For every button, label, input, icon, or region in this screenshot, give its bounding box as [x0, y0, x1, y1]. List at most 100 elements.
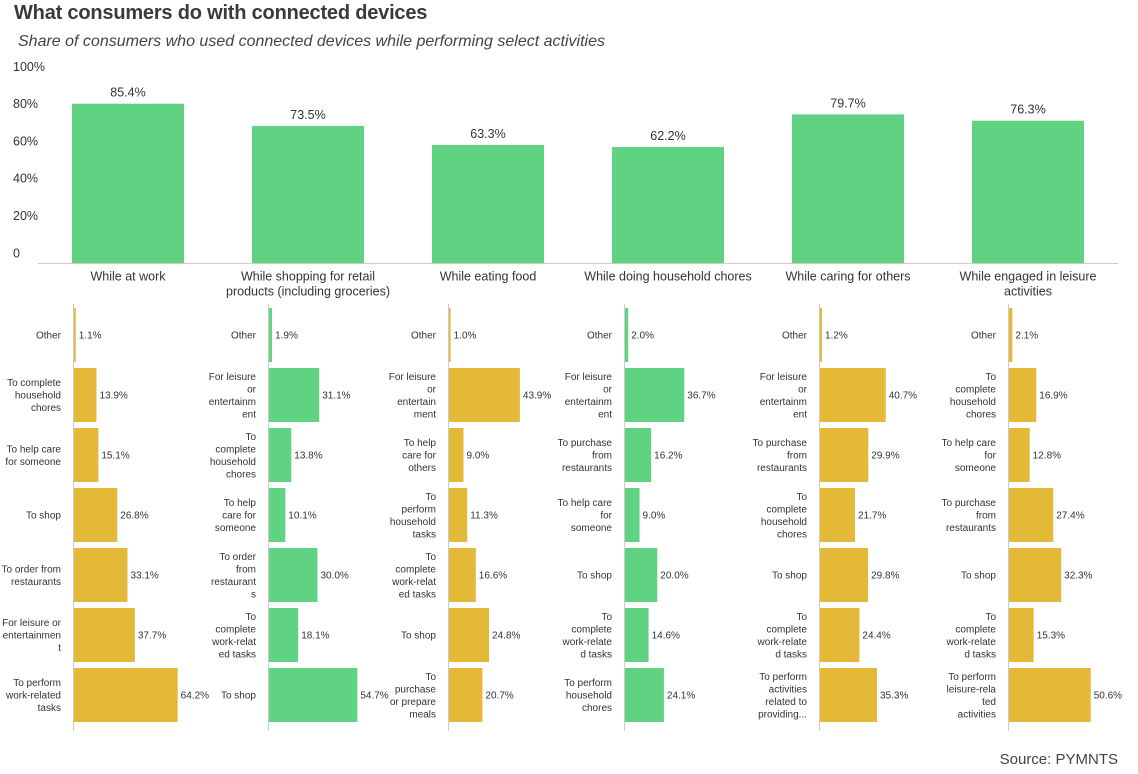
panel-3-bar-1	[449, 308, 451, 362]
panel-3-bar-3	[449, 428, 464, 482]
panel-3-category-label: For leisure or entertain ment	[389, 372, 437, 421]
panel-3-bar-label: 1.0%	[454, 331, 477, 342]
panel-6-category-label: To shop	[961, 571, 996, 582]
bar-data-label: 73.5%	[290, 108, 325, 122]
panel-6-bar-5	[1009, 548, 1062, 602]
panel-3-category-label: To help care for others	[402, 438, 437, 474]
panel-2-category-label: To complete work-relat ed tasks	[211, 612, 256, 661]
panel-5-bar-label: 21.7%	[858, 511, 886, 522]
panel-4-bar-4	[625, 488, 640, 542]
panel-1-category-label: To perform work-related tasks	[5, 678, 61, 714]
panel-1-bar-label: 26.8%	[120, 511, 148, 522]
bar-data-label: 62.2%	[650, 129, 685, 143]
panel-4-bar-label: 20.0%	[660, 571, 688, 582]
y-tick-label: 80%	[13, 97, 38, 111]
panel-4-bar-label: 14.6%	[652, 631, 680, 642]
panel-1-bar-2	[74, 368, 97, 422]
panel-5-bar-4	[820, 488, 856, 542]
panel-4-bar-label: 36.7%	[687, 391, 715, 402]
bar-5	[792, 114, 904, 263]
panel-6-category-label: To complete household chores	[950, 372, 997, 421]
x-tick-label: While engaged in leisure activities	[960, 269, 1097, 298]
panel-6-bar-label: 12.8%	[1033, 451, 1061, 462]
panel-5-bar-label: 29.8%	[871, 571, 899, 582]
panel-5-bar-6	[820, 608, 860, 662]
panel-5-category-label: To shop	[772, 571, 807, 582]
y-tick-label: 0	[13, 246, 20, 260]
panel-5-bar-5	[820, 548, 869, 602]
panel-4-category-label: For leisure or entertainm ent	[565, 372, 613, 421]
panel-4-bar-5	[625, 548, 658, 602]
y-tick-label: 40%	[13, 172, 38, 186]
bar-2	[252, 125, 364, 263]
panel-6-bar-2	[1009, 368, 1037, 422]
panel-2-bar-label: 18.1%	[301, 631, 329, 642]
panel-2-category-label: To shop	[221, 691, 256, 702]
panel-5-category-label: To complete work-relate d tasks	[757, 612, 808, 661]
panel-4-bar-6	[625, 608, 649, 662]
panel-1-bar-6	[74, 608, 135, 662]
panel-3-bar-label: 24.8%	[492, 631, 520, 642]
panel-3-category-label: To perform household tasks	[390, 492, 437, 541]
panel-1-bar-label: 1.1%	[79, 331, 102, 342]
panel-6-bar-6	[1009, 608, 1034, 662]
panel-2-bar-4	[269, 488, 286, 542]
panel-5-category-label: To perform activities related to providing.…	[758, 672, 807, 721]
panel-5-bar-label: 35.3%	[880, 691, 908, 702]
panel-4-category-label: To complete work-relate d tasks	[562, 612, 613, 661]
x-tick-label: While shopping for retail products (inclu…	[226, 269, 390, 298]
panel-4-bar-label: 2.0%	[631, 331, 654, 342]
panel-6-bar-label: 2.1%	[1015, 331, 1038, 342]
panel-6-bar-label: 16.9%	[1039, 391, 1067, 402]
panel-1-bar-label: 15.1%	[101, 451, 129, 462]
panel-3-bar-6	[449, 608, 490, 662]
panel-5-category-label: Other	[782, 331, 808, 342]
panel-5-category-label: To complete household chores	[761, 492, 808, 541]
panel-2-category-label: Other	[231, 331, 257, 342]
panel-2-bar-7	[269, 668, 358, 722]
panel-2-category-label: To order from restaurant s	[211, 552, 257, 601]
panel-4-category-label: To help care for someone	[558, 498, 613, 534]
panel-3-bar-label: 11.3%	[470, 511, 498, 522]
panel-3-bar-5	[449, 548, 476, 602]
bar-4	[612, 146, 724, 263]
panel-3-category-label: To complete work-relat ed tasks	[391, 552, 436, 601]
panel-2-bar-3	[269, 428, 292, 482]
chart-title: What consumers do with connected devices	[14, 2, 428, 24]
panel-1-bar-7	[74, 668, 178, 722]
panel-3-category-label: To shop	[401, 631, 436, 642]
panel-2-bar-2	[269, 368, 320, 422]
panel-5-bar-7	[820, 668, 878, 722]
chart-subtitle: Share of consumers who used connected de…	[18, 33, 605, 50]
panel-5-bar-1	[820, 308, 822, 362]
panel-3-bar-2	[449, 368, 520, 422]
y-tick-label: 100%	[13, 60, 45, 74]
panel-2-bar-label: 30.0%	[320, 571, 348, 582]
panel-4-bar-2	[625, 368, 685, 422]
panel-2-bar-label: 54.7%	[360, 691, 388, 702]
y-tick-label: 60%	[13, 134, 38, 148]
y-tick-label: 20%	[13, 209, 38, 223]
panel-2-bar-label: 1.9%	[275, 331, 298, 342]
panel-1-bar-5	[74, 548, 128, 602]
panel-1-category-label: For leisure or entertainmen t	[2, 618, 62, 654]
bar-1	[72, 103, 184, 263]
panel-5-bar-label: 29.9%	[871, 451, 899, 462]
panel-3-bar-label: 20.7%	[485, 691, 513, 702]
panel-5-category-label: For leisure or entertainm ent	[760, 372, 808, 421]
panel-1-category-label: To complete household chores	[7, 378, 61, 414]
panel-5-bar-2	[820, 368, 886, 422]
panel-1-bar-4	[74, 488, 118, 542]
panel-6-bar-label: 27.4%	[1056, 511, 1084, 522]
panel-1-bar-1	[74, 308, 76, 362]
panel-1-category-label: Other	[36, 331, 62, 342]
bar-data-label: 79.7%	[830, 96, 865, 110]
panel-4-category-label: To shop	[577, 571, 612, 582]
panel-4-category-label: To purchase from restaurants	[558, 438, 613, 474]
panel-4-bar-label: 24.1%	[667, 691, 695, 702]
panel-3-bar-7	[449, 668, 483, 722]
panel-1-bar-label: 33.1%	[130, 571, 158, 582]
panel-4-bar-7	[625, 668, 664, 722]
panel-4-bar-1	[625, 308, 629, 362]
